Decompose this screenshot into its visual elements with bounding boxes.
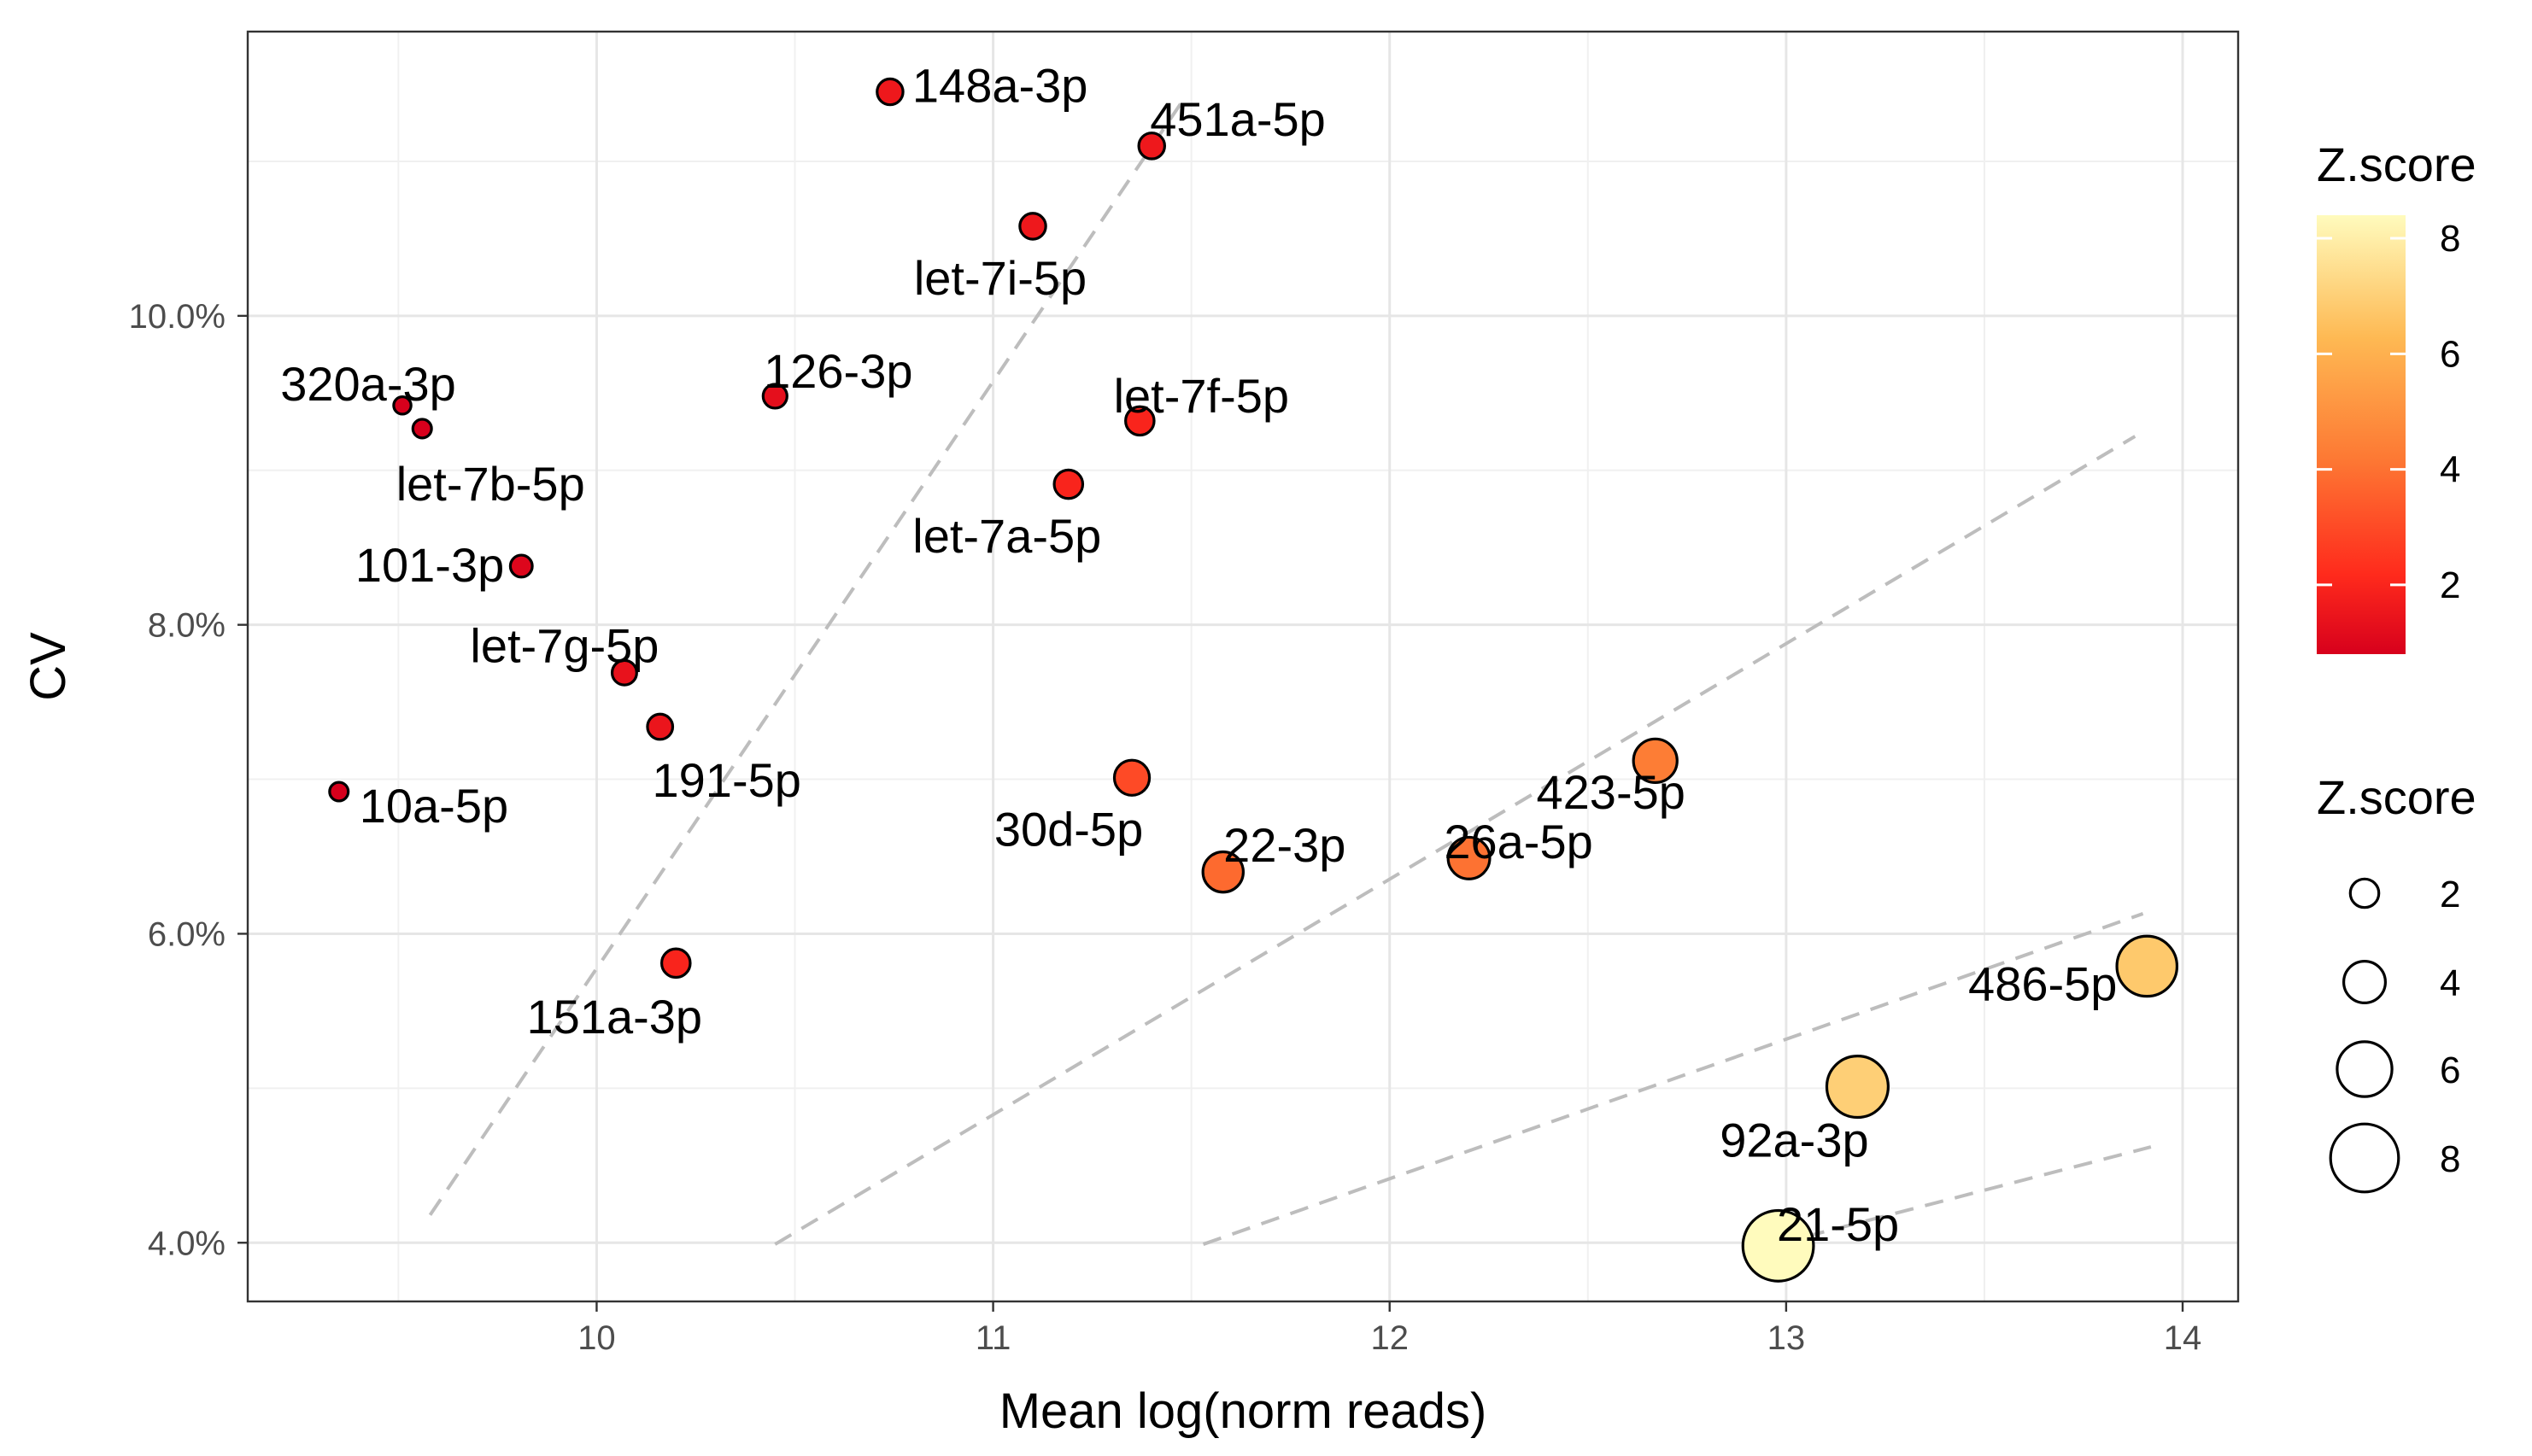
size-legend-key	[2329, 1122, 2400, 1194]
point-22-3p	[1201, 850, 1245, 894]
color-legend-tick-label: 2	[2440, 564, 2460, 606]
y-tick-label: 8.0%	[148, 607, 226, 645]
color-legend-tick-label: 4	[2440, 449, 2460, 491]
point-labels: 148a-3p 451a-5p let-7i-5p 320a-3p let-7b-5p 1…	[280, 59, 2117, 1251]
point-label: 126-3p	[764, 344, 912, 398]
x-tick-label: 10	[577, 1319, 616, 1357]
color-legend-ticks: 2 4 6 8	[2317, 218, 2460, 606]
size-legend-key	[2336, 1040, 2394, 1098]
point-191-5p	[646, 712, 675, 741]
point-label: 22-3p	[1223, 818, 1345, 872]
point-label: 191-5p	[653, 753, 801, 807]
point-label: 92a-3p	[1720, 1114, 1868, 1167]
point-101-3p	[508, 553, 534, 579]
point-let-7i-5p	[1018, 212, 1047, 241]
point-320a-3p	[392, 395, 413, 416]
x-tick-label: 11	[976, 1319, 1011, 1357]
x-axis: 10 11 12 13 14	[577, 1301, 2201, 1357]
color-legend-bar	[2317, 215, 2406, 654]
size-legend: Z.score 2 4 6 8	[2317, 770, 2476, 1194]
size-legend-key	[2342, 959, 2388, 1004]
color-legend-title: Z.score	[2317, 137, 2476, 191]
point-label: 26a-5p	[1444, 815, 1592, 868]
point-151a-3p	[659, 947, 692, 979]
x-axis-title: Mean log(norm reads)	[999, 1383, 1487, 1439]
point-148a-3p	[876, 77, 905, 107]
size-legend-key	[2348, 877, 2381, 909]
point-26a-5p	[1446, 835, 1492, 880]
point-label: 101-3p	[355, 538, 504, 592]
point-label: 10a-5p	[360, 779, 508, 833]
reference-line	[774, 435, 2136, 1246]
color-legend-tick-label: 6	[2440, 333, 2460, 375]
point-label: 30d-5p	[994, 803, 1143, 857]
point-21-5p	[1741, 1208, 1815, 1283]
size-legend-label: 6	[2440, 1050, 2460, 1091]
point-label: 423-5p	[1537, 765, 1685, 819]
reference-line	[1202, 912, 2144, 1246]
y-tick-label: 4.0%	[148, 1225, 226, 1262]
point-label: 151a-3p	[527, 990, 703, 1044]
y-tick-label: 10.0%	[129, 298, 226, 336]
point-label: let-7g-5p	[470, 619, 659, 673]
point-label: 148a-3p	[912, 59, 1088, 113]
point-label: 320a-3p	[280, 357, 456, 411]
point-label: let-7b-5p	[396, 457, 585, 511]
plot-panel-border	[246, 30, 2240, 1303]
size-legend-keys: 2 4 6 8	[2329, 874, 2460, 1194]
point-92a-3p	[1825, 1054, 1890, 1120]
point-let-7b-5p	[411, 418, 433, 440]
point-label: 21-5p	[1777, 1197, 1899, 1251]
point-label: 451a-5p	[1150, 92, 1326, 146]
size-legend-label: 8	[2440, 1138, 2460, 1180]
color-legend-tick-label: 8	[2440, 218, 2460, 260]
point-30d-5p	[1112, 758, 1152, 797]
point-let-7f-5p	[1124, 405, 1156, 437]
point-label: 486-5p	[1968, 956, 2117, 1010]
point-label: let-7a-5p	[912, 509, 1101, 563]
size-legend-label: 2	[2440, 874, 2460, 915]
point-486-5p	[2115, 934, 2179, 998]
x-tick-label: 12	[1370, 1319, 1409, 1357]
point-10a-5p	[328, 781, 350, 803]
point-let-7a-5p	[1052, 468, 1085, 500]
point-label: let-7f-5p	[1114, 369, 1289, 423]
reference-line	[428, 98, 1186, 1216]
point-423-5p	[1632, 737, 1679, 785]
color-legend: Z.score 2 4 6 8	[2317, 137, 2476, 654]
points	[328, 77, 2179, 1283]
point-126-3p	[761, 383, 788, 410]
reference-lines	[428, 98, 2152, 1246]
y-axis: 4.0% 6.0% 8.0% 10.0%	[129, 298, 248, 1262]
y-tick-label: 6.0%	[148, 915, 226, 953]
size-legend-label: 4	[2440, 962, 2460, 1004]
point-451a-5p	[1137, 132, 1167, 161]
y-axis-title: CV	[21, 632, 76, 701]
point-label: let-7i-5p	[914, 251, 1087, 305]
size-legend-title: Z.score	[2317, 770, 2476, 824]
point-let-7g-5p	[610, 658, 638, 687]
grid	[248, 32, 2238, 1301]
x-tick-label: 13	[1767, 1319, 1806, 1357]
x-tick-label: 14	[2164, 1319, 2202, 1357]
